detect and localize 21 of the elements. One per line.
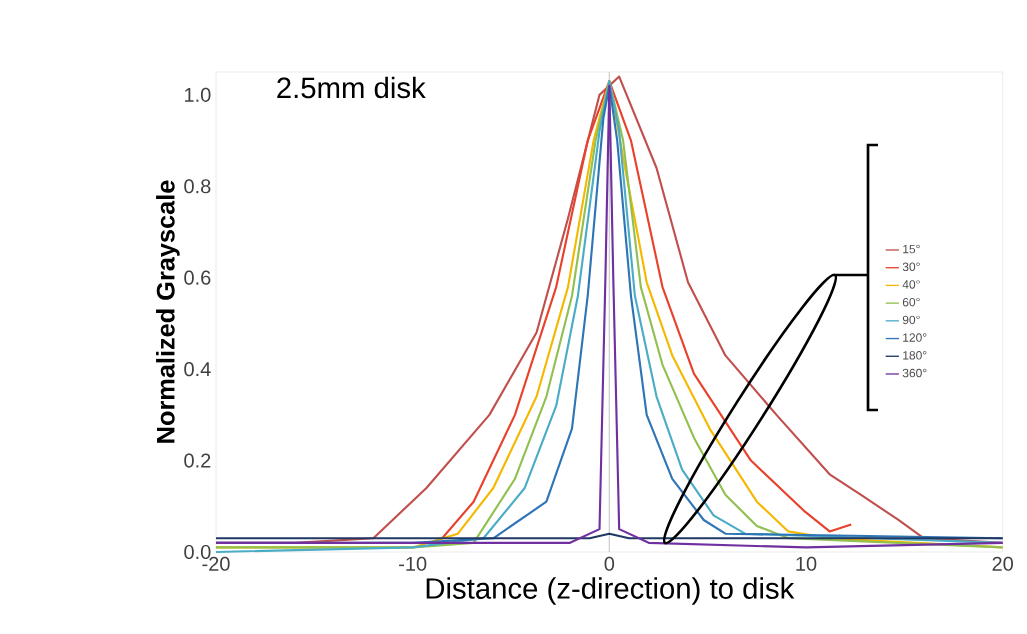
x-axis-title: Distance (z-direction) to disk: [426, 577, 795, 605]
y-tick-label: 0.4: [184, 362, 211, 377]
annotation: 2.5mm disk: [277, 76, 426, 99]
legend-label: 15°: [903, 244, 920, 254]
legend-label: 180°: [903, 351, 927, 360]
x-tick-label: -10: [399, 556, 427, 571]
y-tick-label: 0.2: [184, 453, 211, 468]
legend-label: 30°: [902, 262, 920, 272]
x-tick-label: 20: [992, 556, 1013, 571]
x-tick-label: 0: [604, 556, 615, 571]
legend-label: 60°: [902, 297, 920, 307]
line-series: [441, 80, 853, 540]
legend-label: 360°: [902, 368, 927, 378]
legend-label: 120°: [903, 333, 927, 342]
y-tick-label: 0.6: [184, 270, 211, 285]
legend-label: 40°: [902, 280, 920, 289]
legend-label: 90°: [902, 315, 920, 325]
y-tick-label: 1.0: [185, 87, 211, 102]
y-tick-label: 0.8: [184, 179, 211, 194]
x-tick-label: 10: [796, 556, 817, 571]
y-axis-title: Normalized Grayscale: [156, 180, 180, 443]
